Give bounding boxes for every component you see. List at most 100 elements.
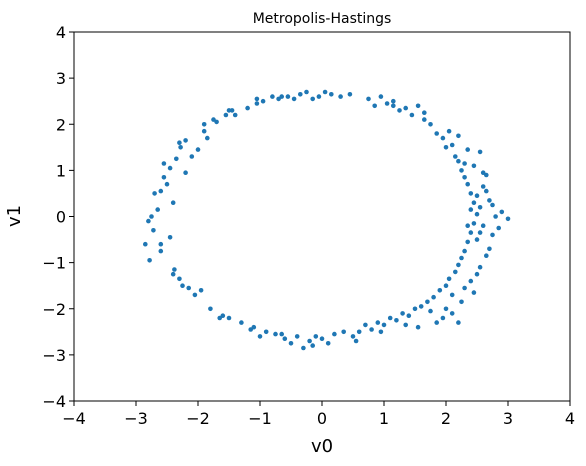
data-point [254,96,260,102]
data-point [459,255,464,261]
y-tick-label: 4 [56,23,66,42]
data-point [180,283,185,289]
data-point [161,175,167,180]
data-point [291,96,297,102]
data-point [143,241,148,247]
data-point [294,334,300,339]
data-point [147,258,152,263]
data-point [403,322,409,328]
data-point [496,225,502,231]
data-point [167,235,173,240]
data-point [406,313,412,319]
data-point [434,131,440,136]
data-point [217,315,222,321]
data-point [493,214,498,219]
data-point [226,108,232,113]
data-point [350,334,356,339]
data-point [178,145,183,150]
data-point [183,138,188,143]
data-point [387,315,393,321]
data-point [248,327,253,332]
data-point [158,248,164,254]
data-point [149,214,154,219]
data-point [177,140,182,145]
data-point [186,285,191,291]
x-tick-label: 1 [379,409,389,428]
x-tick-label: 0 [317,409,327,428]
data-point [499,209,505,215]
data-point [155,207,160,212]
data-point [459,168,464,173]
data-point [428,308,433,314]
data-point [174,156,179,162]
data-point [232,112,238,118]
data-point [443,145,449,150]
data-point [316,94,322,99]
data-point [319,336,325,342]
data-point [245,105,250,111]
data-point [446,128,452,134]
data-point [440,315,446,321]
data-point [477,205,483,210]
data-point [177,276,182,282]
data-point [428,122,433,127]
data-point [158,188,164,194]
data-point [468,191,474,196]
data-point [322,89,328,95]
x-tick-label: −4 [62,409,86,428]
data-point [391,103,396,109]
data-point [471,290,477,295]
data-point [304,89,309,95]
data-point [381,322,387,328]
data-point [400,311,405,316]
data-point [310,343,316,348]
data-point [465,147,471,152]
data-point [214,119,219,125]
data-point [490,202,495,208]
y-tick-label: −4 [42,392,66,411]
data-point [487,246,492,252]
x-tick-label: −3 [124,409,148,428]
data-point [480,184,486,189]
data-point [412,306,418,312]
data-point [279,331,285,337]
data-point [310,96,316,102]
y-tick-label: −3 [42,346,66,365]
data-point [158,241,164,247]
y-tick-label: −2 [42,300,66,319]
data-point [471,163,477,169]
data-point [462,175,467,180]
data-point [347,92,353,97]
data-point [434,320,440,325]
data-point [477,149,483,155]
data-point [239,320,244,325]
data-point [456,133,461,139]
data-point [378,329,384,335]
x-axis-ticks: −4 −3 −2 −1 0 1 2 3 4 [62,401,575,428]
data-point [183,170,188,175]
data-point [409,112,415,118]
data-point [201,128,207,134]
y-tick-label: 0 [56,208,66,227]
data-point [151,228,156,233]
data-point [418,304,424,309]
data-point [279,94,285,99]
data-point [425,299,430,305]
chart-title: Metropolis-Hastings [253,11,392,27]
data-point [465,181,471,187]
data-point [471,200,477,205]
data-point [415,103,421,109]
data-point [456,320,461,325]
data-point [474,271,480,277]
data-point [341,329,347,335]
data-point [459,299,464,305]
y-tick-label: −1 [42,254,66,273]
data-point [282,336,288,342]
data-point [329,92,334,97]
data-point [167,165,173,171]
data-point [356,329,362,335]
data-point [465,239,471,245]
data-point [223,112,229,118]
